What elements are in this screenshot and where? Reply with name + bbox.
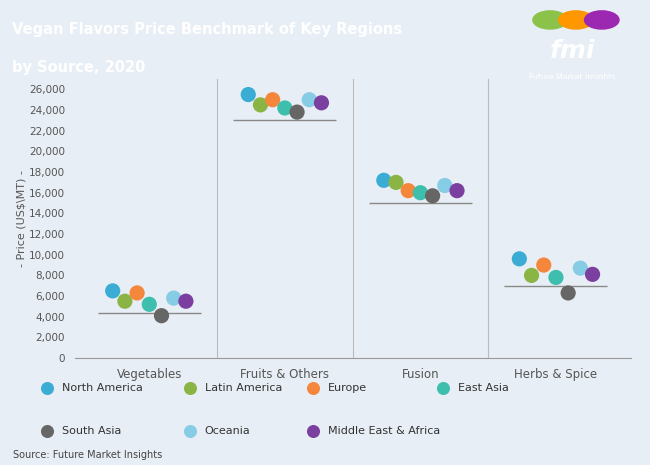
Point [132,289,142,297]
Point [317,99,327,106]
Text: Future Market Insights: Future Market Insights [529,73,616,82]
Circle shape [584,11,619,29]
Point [255,101,266,109]
Point [280,104,290,112]
Point [243,91,254,98]
Point [539,261,549,269]
Point [428,192,438,199]
Point [439,182,450,189]
Point [551,274,561,281]
Circle shape [559,11,593,29]
Point [588,271,598,278]
Point [452,187,462,194]
Y-axis label: - Price (US$\MT) -: - Price (US$\MT) - [16,170,26,267]
Point [514,255,525,263]
Text: Oceania: Oceania [205,426,250,436]
Point [144,300,155,308]
Text: Vegan Flavors Price Benchmark of Key Regions: Vegan Flavors Price Benchmark of Key Reg… [12,21,402,37]
Point [292,108,302,116]
Point [107,287,118,295]
Text: fmi: fmi [550,39,595,63]
Text: by Source, 2020: by Source, 2020 [12,60,146,74]
Point [575,265,586,272]
Text: Source: Future Market Insights: Source: Future Market Insights [13,450,162,459]
Point [120,298,130,305]
Text: South Asia: South Asia [62,426,121,436]
Point [403,187,413,194]
Text: Latin America: Latin America [205,383,282,393]
Point [391,179,401,186]
Point [168,294,179,302]
Text: Europe: Europe [328,383,367,393]
Point [378,177,389,184]
Text: North America: North America [62,383,142,393]
Point [526,272,537,279]
Point [156,312,166,319]
Point [304,96,315,103]
Text: Middle East & Africa: Middle East & Africa [328,426,441,436]
Point [563,289,573,297]
Point [415,189,426,196]
Text: East Asia: East Asia [458,383,509,393]
Circle shape [533,11,567,29]
Point [181,298,191,305]
Point [267,96,278,103]
